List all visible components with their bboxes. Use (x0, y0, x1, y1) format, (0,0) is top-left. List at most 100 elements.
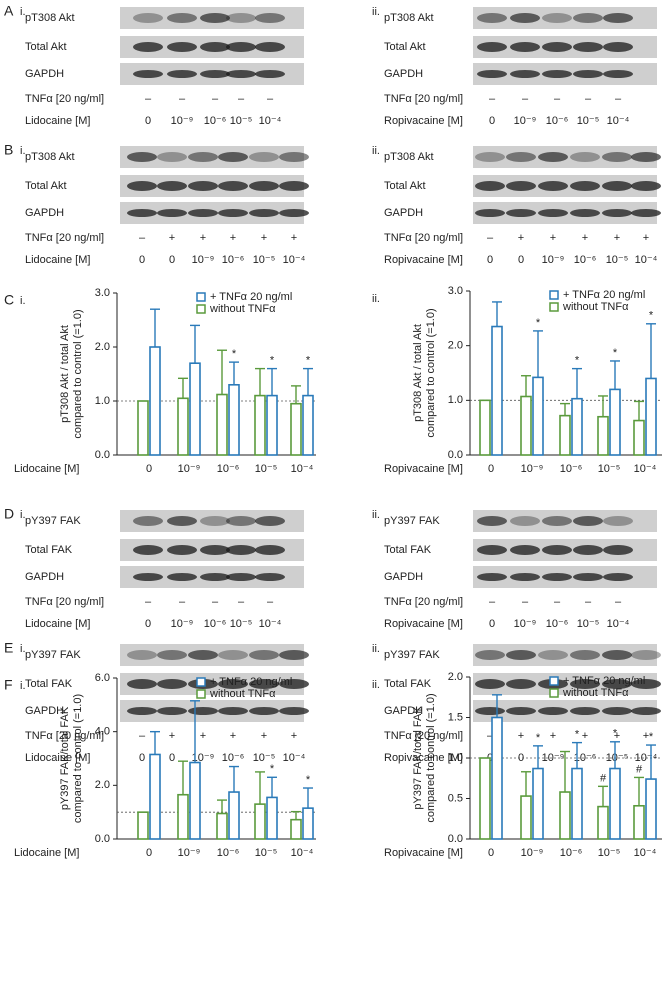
error-bar (255, 367, 265, 396)
blot-band (226, 13, 256, 23)
drug-label: Ropivacaine [M] (384, 115, 463, 127)
blot-row-label: pY397 FAK (25, 649, 81, 661)
treatment-sign: – (585, 93, 592, 105)
bar (149, 753, 161, 840)
treatment-label: TNFα [20 ng/ml] (25, 93, 104, 105)
blot-band (538, 152, 568, 162)
blot-band (570, 707, 600, 715)
blot-band (631, 707, 661, 715)
blot-row-label: Total FAK (384, 544, 432, 556)
blot-band (538, 707, 568, 715)
blot-row-label: Total FAK (25, 544, 73, 556)
legend-swatch (549, 676, 559, 686)
blot-band (573, 545, 603, 555)
subpanel-label: ii. (372, 6, 380, 18)
treatment-sign: + (291, 232, 297, 244)
bar (177, 793, 189, 840)
error-bar (267, 367, 277, 396)
error-bar (291, 810, 301, 820)
dose-label: 10⁻⁶ (204, 618, 227, 630)
blot-band (506, 707, 536, 715)
y-axis-title: compared to control (=1.0) (425, 308, 437, 437)
error-bar (560, 402, 570, 416)
blot-row-label: GAPDH (384, 705, 423, 717)
treatment-sign: – (554, 93, 561, 105)
legend-swatch (196, 292, 206, 302)
x-tick-label: 10⁻⁴ (634, 847, 657, 859)
blot-band (602, 679, 632, 689)
dose-label: 10⁻⁴ (283, 752, 306, 764)
blot-band (510, 573, 540, 581)
bar (302, 394, 314, 456)
treatment-sign: + (614, 232, 620, 244)
legend-swatch (196, 304, 206, 314)
significance-mark: * (649, 310, 654, 322)
blot-band (218, 152, 248, 162)
blot-band (570, 650, 600, 660)
x-tick-label: 10⁻⁶ (217, 847, 240, 859)
drug-label: Lidocaine [M] (25, 752, 90, 764)
blot-band (603, 573, 633, 581)
blot-band (157, 181, 187, 191)
blot-band (570, 679, 600, 689)
x-tick-label: 10⁻⁶ (217, 463, 240, 475)
x-tick-label: 10⁻⁴ (291, 463, 314, 475)
y-axis-title: compared to control (=1.0) (72, 694, 84, 823)
bar (137, 811, 149, 840)
blot-row-label: GAPDH (25, 207, 64, 219)
treatment-sign: – (522, 596, 529, 608)
blot-band (477, 516, 507, 526)
blot-band (226, 516, 256, 526)
blot-band (127, 650, 157, 660)
blot-band (133, 13, 163, 23)
blot-strip (473, 7, 657, 29)
treatment-sign: – (487, 730, 494, 742)
blot-row-label: pT308 Akt (25, 12, 75, 24)
blot-band (249, 152, 279, 162)
x-tick-label: 0 (488, 847, 494, 859)
x-tick-label: 10⁻⁹ (521, 847, 544, 859)
blot-band (477, 545, 507, 555)
blot-band (255, 545, 285, 555)
treatment-sign: + (582, 232, 588, 244)
blot-band (510, 545, 540, 555)
drug-label: Lidocaine [M] (25, 254, 90, 266)
treatment-sign: – (212, 596, 219, 608)
blot-band (200, 573, 230, 581)
blot-row-label: pY397 FAK (384, 649, 440, 661)
blot-band (631, 209, 661, 217)
significance-mark: * (536, 732, 541, 744)
blot-row-label: GAPDH (25, 571, 64, 583)
blot-band (133, 573, 163, 581)
treatment-sign: + (169, 232, 175, 244)
blot-band (133, 545, 163, 555)
treatment-sign: + (550, 232, 556, 244)
dose-label: 10⁻⁵ (577, 115, 600, 127)
error-bar (598, 395, 608, 417)
error-bar (150, 730, 160, 755)
bar (254, 394, 266, 456)
bar (645, 377, 657, 456)
y-axis-title: compared to control (=1.0) (72, 309, 84, 438)
blot-band (602, 181, 632, 191)
blot-band (157, 679, 187, 689)
error-bar (646, 323, 656, 379)
error-bar (217, 799, 227, 814)
blot-row-label: GAPDH (25, 705, 64, 717)
treatment-label: TNFα [20 ng/ml] (384, 93, 463, 105)
error-bar (572, 741, 582, 769)
blot-band (542, 573, 572, 581)
dose-label: 10⁻⁶ (204, 115, 227, 127)
error-bar (572, 367, 582, 399)
treatment-sign: – (554, 596, 561, 608)
error-bar (492, 694, 502, 718)
blot-band (279, 152, 309, 162)
legend-label: without TNFα (209, 303, 276, 315)
bar (290, 402, 302, 456)
blot-band (200, 42, 230, 52)
blot-band (157, 650, 187, 660)
error-bar (610, 741, 620, 769)
treatment-sign: – (179, 93, 186, 105)
treatment-sign: – (267, 596, 274, 608)
y-tick-label: 6.0 (95, 672, 110, 684)
